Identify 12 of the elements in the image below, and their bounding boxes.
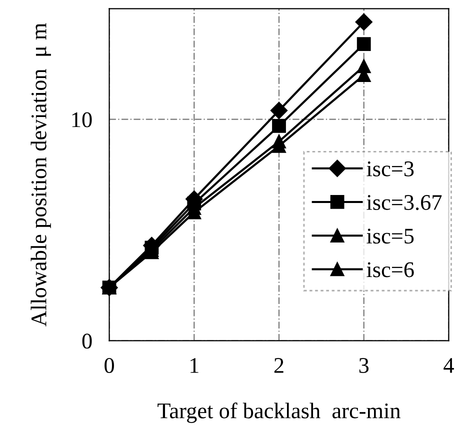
x-axis-title: Target of backlash arc-min: [158, 402, 400, 423]
x-tick-label: 3: [359, 358, 369, 373]
y-axis-title: Allowable position deviation μ m: [30, 23, 51, 326]
y-tick-label: 10: [72, 112, 92, 128]
x-tick-label: 4: [444, 358, 454, 373]
legend-label: isc=3: [366, 161, 414, 176]
legend-label: isc=3.67: [366, 195, 442, 210]
x-tick-label: 1: [190, 358, 198, 373]
x-tick-label: 2: [274, 358, 284, 373]
legend-label: isc=5: [366, 228, 414, 244]
legend-label: isc=6: [366, 262, 414, 278]
x-tick-label: 0: [104, 358, 114, 373]
